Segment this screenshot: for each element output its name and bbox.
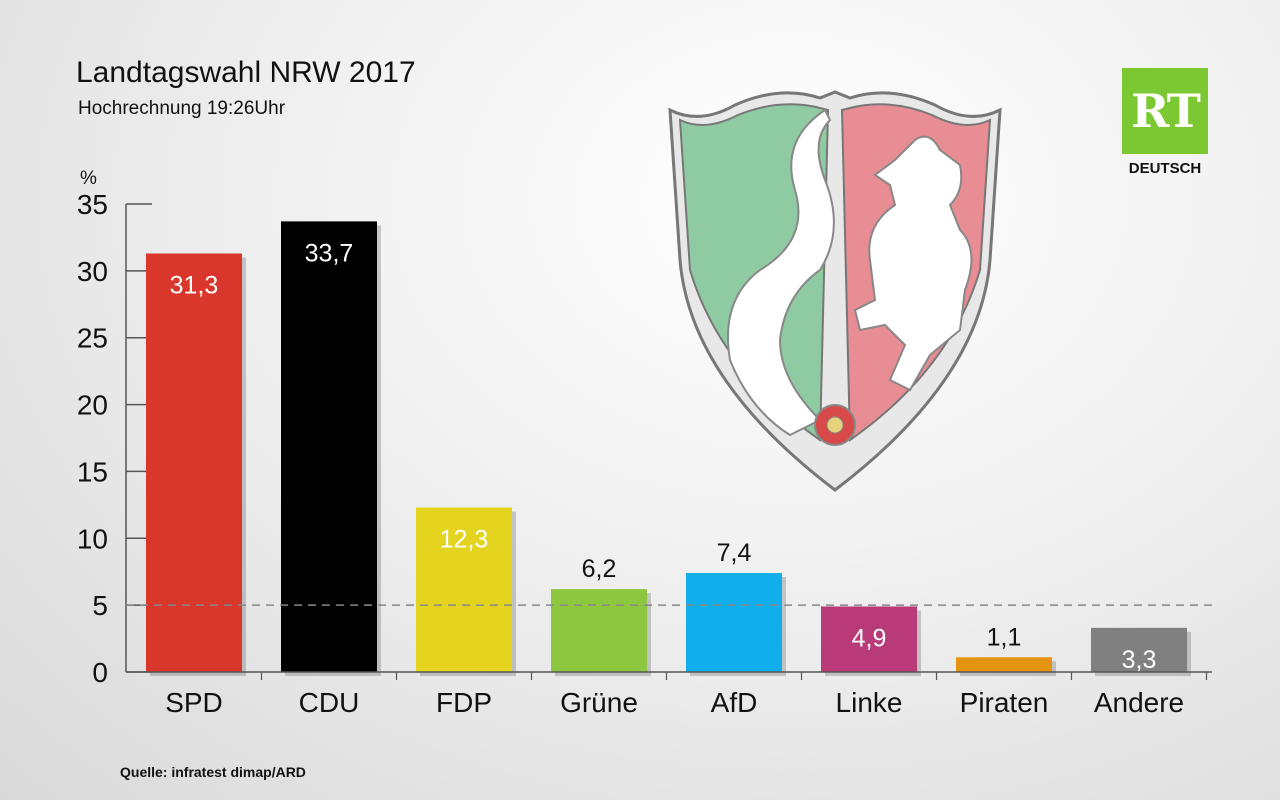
x-tick-label: CDU bbox=[299, 687, 360, 718]
nrw-coat-of-arms-icon bbox=[668, 90, 1002, 492]
y-tick-label: 10 bbox=[77, 523, 108, 554]
bar-value-label: 12,3 bbox=[440, 526, 489, 554]
x-tick-label: Piraten bbox=[960, 687, 1049, 718]
x-tick-label: FDP bbox=[436, 687, 492, 718]
bar-value-label: 7,4 bbox=[717, 539, 752, 567]
y-tick-label: 15 bbox=[77, 456, 108, 487]
bar-value-label: 31,3 bbox=[170, 271, 219, 299]
rt-logo: RT bbox=[1122, 68, 1208, 154]
bar-value-label: 1,1 bbox=[987, 623, 1022, 651]
source-note: Quelle: infratest dimap/ARD bbox=[120, 764, 306, 780]
bar-cdu bbox=[281, 221, 377, 672]
x-tick-label: SPD bbox=[165, 687, 223, 718]
bar-value-label: 4,9 bbox=[852, 624, 887, 652]
bar-grüne bbox=[551, 589, 647, 672]
chart-subtitle: Hochrechnung 19:26Uhr bbox=[78, 98, 286, 119]
x-tick-label: Grüne bbox=[560, 687, 638, 718]
bar-andere bbox=[1091, 627, 1187, 672]
y-tick-label: 35 bbox=[77, 189, 108, 220]
bar-value-label: 3,3 bbox=[1122, 646, 1157, 674]
y-tick-label: 5 bbox=[92, 590, 108, 621]
bar-value-label: 6,2 bbox=[582, 555, 617, 583]
bar-piraten bbox=[956, 657, 1052, 672]
bar-spd bbox=[146, 253, 242, 672]
bar-value-label: 33,7 bbox=[305, 239, 354, 267]
y-tick-label: 0 bbox=[92, 657, 108, 688]
x-tick-label: AfD bbox=[711, 687, 758, 718]
bar-fdp bbox=[416, 507, 512, 672]
y-tick-label: 25 bbox=[77, 323, 108, 354]
bar-afd bbox=[686, 573, 782, 672]
x-tick-label: Linke bbox=[836, 687, 903, 718]
bar-linke bbox=[821, 606, 917, 672]
chart-title: Landtagswahl NRW 2017 bbox=[76, 56, 416, 89]
x-tick-label: Andere bbox=[1094, 687, 1184, 718]
rt-logo-subtitle: DEUTSCH bbox=[1128, 160, 1202, 177]
y-axis-unit: % bbox=[80, 168, 97, 189]
y-tick-label: 30 bbox=[77, 256, 108, 287]
y-tick-label: 20 bbox=[77, 390, 108, 421]
